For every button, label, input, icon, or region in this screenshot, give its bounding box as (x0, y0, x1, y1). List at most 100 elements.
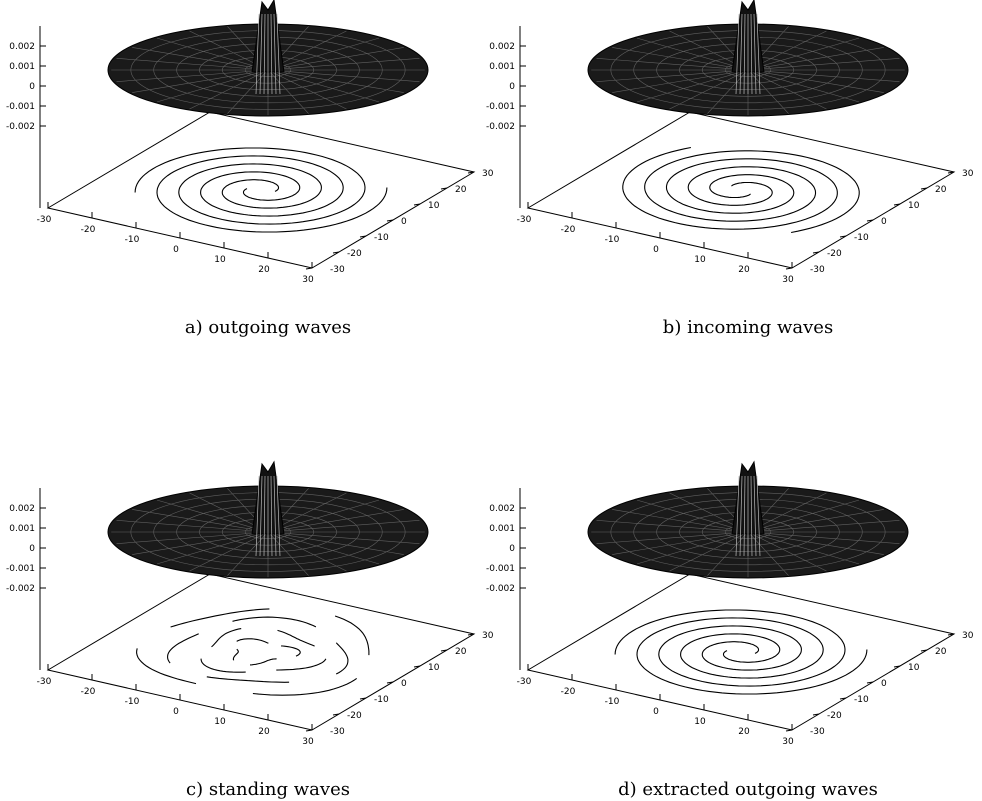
contour-spiral-arm-1 (134, 147, 366, 225)
contour-lines (136, 608, 370, 696)
z-tick-label: -0.001 (6, 564, 35, 574)
contour-standing-segment (200, 658, 246, 673)
y-tick-mark (839, 697, 847, 700)
y-tick-label: 10 (908, 663, 920, 673)
surface-peak-line (263, 13, 266, 95)
contour-standing-segment (232, 648, 239, 661)
surface-peak-line (735, 13, 740, 95)
surface-peak-line (276, 475, 281, 557)
y-tick-mark (812, 713, 820, 716)
y-tick-mark (413, 203, 421, 206)
z-tick-label: -0.001 (6, 102, 35, 112)
y-tick-label: 30 (962, 169, 974, 179)
x-tick-label: 0 (653, 707, 659, 717)
z-tick-label: 0.001 (9, 62, 35, 72)
panel-caption: a) outgoing waves (185, 317, 351, 338)
x-tick-label: 20 (258, 727, 270, 737)
y-tick-mark (305, 729, 313, 732)
z-tick-label: -0.002 (486, 122, 515, 132)
x-tick-label: -20 (81, 687, 96, 697)
surface-panel-d: 0.0020.0010-0.001-0.002-30-20-100102030-… (486, 460, 974, 800)
y-tick-mark (386, 219, 394, 222)
contour-standing-segment (136, 648, 197, 685)
y-tick-mark (866, 219, 874, 222)
surface-peak-line (263, 475, 266, 557)
y-tick-label: -30 (330, 265, 345, 275)
surface-peak-line (753, 13, 757, 95)
y-tick-mark (812, 251, 820, 254)
z-tick-label: -0.002 (486, 584, 515, 594)
x-tick-label: -30 (37, 677, 52, 687)
base-plane (46, 111, 476, 269)
y-tick-label: 0 (881, 679, 887, 689)
surface-peak-line (739, 13, 743, 95)
surface-panel-c: 0.0020.0010-0.001-0.002-30-20-100102030-… (6, 460, 494, 800)
x-tick-label: -20 (81, 225, 96, 235)
y-tick-label: -20 (827, 249, 842, 259)
y-tick-mark (467, 171, 475, 174)
y-tick-label: 20 (935, 185, 947, 195)
y-tick-mark (839, 235, 847, 238)
contour-standing-segment (249, 658, 277, 666)
y-tick-label: -20 (347, 711, 362, 721)
contour-spiral-arm-1 (622, 146, 838, 230)
surface-peak-line (273, 475, 277, 557)
surface-peak-line (756, 13, 761, 95)
y-tick-mark (920, 187, 928, 190)
x-tick-label: 10 (694, 717, 706, 727)
x-tick-label: 20 (738, 265, 750, 275)
surface-peak-line (735, 475, 740, 557)
y-tick-mark (305, 267, 313, 270)
surface-peak-line (739, 475, 743, 557)
surface-peak-line (273, 13, 277, 95)
surface-peak-highlights (735, 13, 761, 95)
x-tick-label: -10 (125, 235, 140, 245)
contour-spiral-arm-1 (614, 609, 846, 687)
x-tick-label: -10 (605, 235, 620, 245)
y-tick-label: 30 (482, 169, 494, 179)
surface-peak-line (255, 475, 260, 557)
x-tick-label: 30 (782, 737, 794, 747)
z-tick-label: 0 (509, 82, 515, 92)
y-tick-label: 30 (482, 631, 494, 641)
y-tick-mark (785, 729, 793, 732)
surface-peak-highlights (255, 13, 281, 95)
surface-peak-line (750, 475, 753, 557)
z-tick-label: 0 (29, 82, 35, 92)
panel-caption: c) standing waves (186, 779, 350, 800)
y-tick-label: -10 (854, 233, 869, 243)
x-tick-label: -30 (517, 215, 532, 225)
z-tick-label: -0.002 (6, 122, 35, 132)
z-tick-label: 0.002 (489, 504, 515, 514)
surface-peak-line (756, 475, 761, 557)
y-tick-label: 0 (401, 679, 407, 689)
z-tick-label: 0.001 (489, 524, 515, 534)
y-tick-label: -20 (347, 249, 362, 259)
contour-standing-segment (236, 638, 269, 644)
z-tick-label: 0.001 (489, 62, 515, 72)
contour-spiral-arm-2 (156, 155, 388, 233)
y-tick-mark (440, 187, 448, 190)
x-tick-label: 10 (214, 255, 226, 265)
y-tick-label: -30 (330, 727, 345, 737)
surface-peak-line (259, 13, 263, 95)
contour-standing-segment (170, 608, 270, 628)
surface-peak-highlights (255, 475, 281, 557)
x-tick-label: 20 (738, 727, 750, 737)
surface-peak-line (270, 475, 273, 557)
y-tick-mark (947, 633, 955, 636)
z-tick-label: 0 (29, 544, 35, 554)
z-tick-label: 0.002 (489, 42, 515, 52)
x-tick-label: -10 (605, 697, 620, 707)
y-tick-label: 20 (455, 647, 467, 657)
y-tick-label: 20 (455, 185, 467, 195)
y-tick-mark (893, 203, 901, 206)
x-tick-label: 10 (214, 717, 226, 727)
y-tick-label: -30 (810, 727, 825, 737)
base-plane (526, 111, 956, 269)
z-tick-label: 0.001 (9, 524, 35, 534)
contour-standing-segment (211, 628, 242, 648)
x-tick-label: 20 (258, 265, 270, 275)
contour-lines (614, 609, 868, 695)
z-tick-label: 0 (509, 544, 515, 554)
